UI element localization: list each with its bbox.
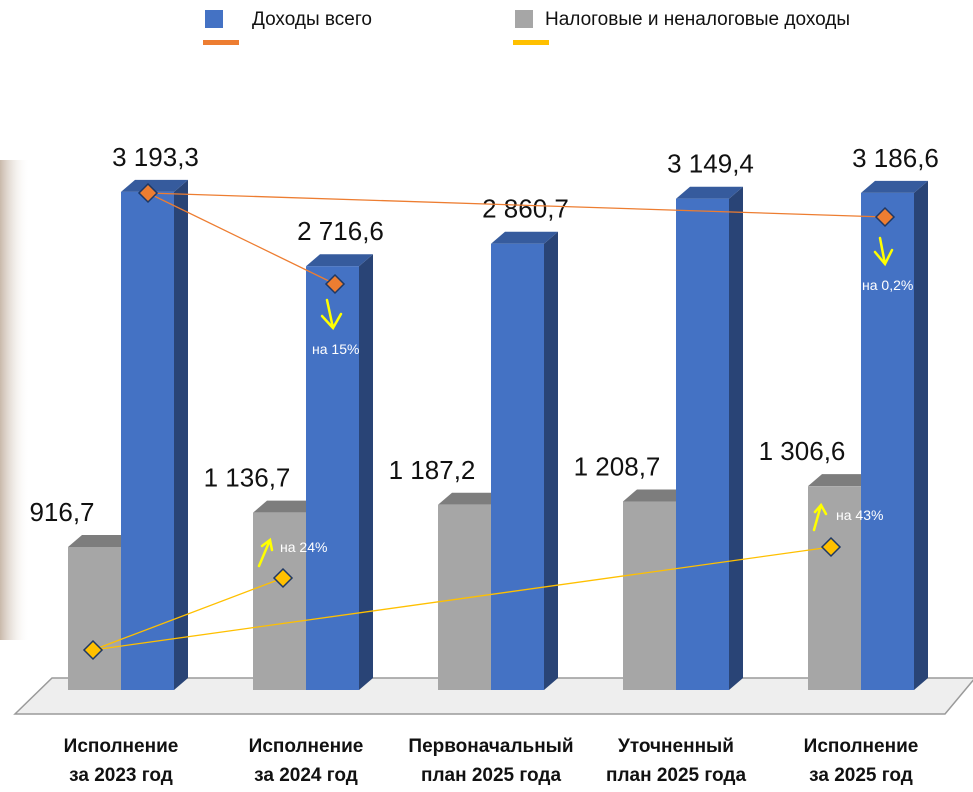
bar-front — [253, 512, 306, 690]
bar-top — [306, 254, 373, 267]
value-label: 1 306,6 — [759, 436, 846, 466]
value-label: 2 860,7 — [482, 194, 569, 224]
legend-label: Налоговые и неналоговые доходы — [545, 9, 850, 30]
bar-front — [438, 504, 491, 690]
legend: Доходы всего Налоговые и неналоговые дох… — [203, 9, 850, 45]
arrow-down — [320, 298, 343, 331]
value-label: 916,7 — [29, 497, 94, 527]
arrow-up — [257, 537, 274, 568]
bar-top — [121, 179, 188, 192]
background-photo — [0, 160, 30, 640]
value-label: 2 716,6 — [297, 216, 384, 246]
x-tick-label-line: Исполнение — [64, 736, 179, 757]
trend-line — [147, 192, 336, 285]
x-tick-label-line: за 2025 год — [809, 765, 913, 786]
bar-front — [623, 501, 676, 690]
trend-marker — [272, 567, 294, 589]
annotation: на 43% — [836, 507, 883, 523]
x-tick-label: Исполнение за 2024 год — [249, 736, 364, 786]
bar-top — [623, 489, 690, 502]
bar-top — [491, 231, 558, 244]
bar-side — [174, 179, 188, 690]
x-tick-label: Первоначальный план 2025 года — [408, 736, 573, 786]
bar-top — [861, 180, 928, 193]
x-tick-label-line: Исполнение — [249, 736, 364, 757]
x-tick-label: Исполнение за 2023 год — [64, 736, 179, 786]
bar-front — [68, 546, 121, 690]
trend-marker — [874, 206, 896, 228]
x-tick-label-line: за 2023 год — [69, 765, 173, 786]
x-tick-label-line: Уточненный — [618, 736, 734, 757]
bar-side — [914, 180, 928, 691]
trend-marker — [82, 639, 104, 661]
trend-marker — [820, 536, 842, 558]
bar — [491, 231, 558, 690]
trend-marker — [137, 182, 159, 204]
x-tick-label: Уточненный план 2025 года — [606, 736, 746, 786]
bar-side — [729, 186, 743, 690]
annotation: на 0,2% — [862, 277, 913, 293]
bar-top — [676, 186, 743, 199]
legend-line — [513, 40, 549, 45]
bar — [861, 180, 928, 691]
legend-swatch — [205, 10, 223, 28]
x-tick-label-line: план 2025 года — [606, 765, 746, 786]
bar-front — [306, 266, 359, 690]
bar-side — [359, 254, 373, 691]
bar-top — [253, 500, 320, 513]
bar-front — [861, 192, 914, 691]
bar-side — [544, 231, 558, 690]
annotation: на 24% — [280, 539, 327, 555]
x-tick-label-line: Первоначальный — [408, 736, 573, 757]
legend-label: Доходы всего — [252, 9, 372, 30]
bar-top — [808, 474, 875, 487]
value-label: 1 187,2 — [389, 455, 476, 485]
bar-top — [438, 492, 505, 505]
trend-line — [92, 546, 832, 651]
value-label: 1 208,7 — [574, 451, 661, 481]
legend-swatch — [515, 10, 533, 28]
trend-lines — [82, 182, 896, 661]
arrow-up — [812, 502, 828, 532]
value-label: 1 136,7 — [204, 463, 291, 493]
trend-marker — [324, 273, 346, 295]
value-label: 3 193,3 — [112, 142, 199, 172]
value-label: 3 186,6 — [852, 143, 939, 173]
value-label: 3 149,4 — [667, 149, 754, 179]
x-tick-label-line: за 2024 год — [254, 765, 358, 786]
bar-front — [491, 243, 544, 690]
legend-line — [203, 40, 239, 45]
bar-top — [68, 534, 135, 547]
annotations: на 15% на 0,2% на 24% на 43% — [280, 277, 913, 555]
bar — [121, 179, 188, 690]
bar-front — [676, 198, 729, 690]
arrow-down — [873, 236, 894, 267]
bar — [306, 254, 373, 691]
bar-front — [121, 191, 174, 690]
x-tick-label-line: Исполнение — [804, 736, 919, 757]
annotation: на 15% — [312, 341, 359, 357]
x-tick-label: Исполнение за 2025 год — [804, 736, 919, 786]
trend-line — [147, 192, 886, 218]
trend-line — [92, 577, 284, 651]
x-tick-label-line: план 2025 года — [421, 765, 561, 786]
bar — [676, 186, 743, 690]
